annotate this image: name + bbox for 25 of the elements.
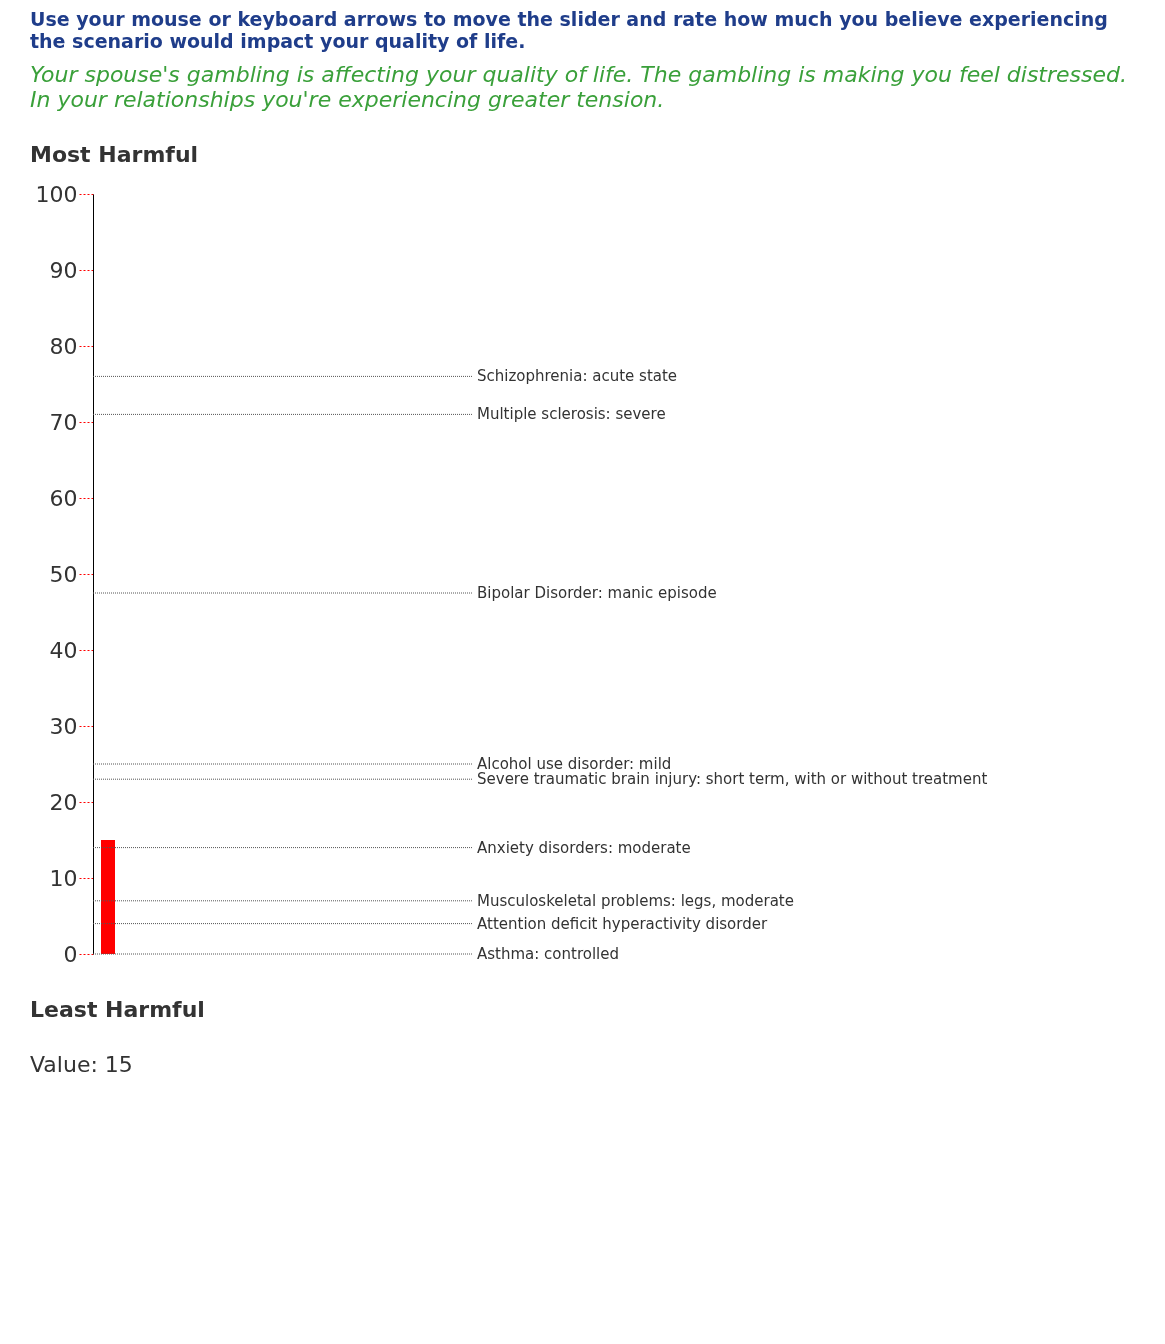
y-tick-label: 30 (49, 713, 78, 739)
y-tick-label: 60 (49, 485, 78, 511)
ref-line-label: Alcohol use disorder: mild (477, 755, 672, 773)
text: Least Harmful (30, 997, 206, 1022)
ref-line-label: Anxiety disorders: moderate (477, 838, 691, 857)
y-tick-label: 40 (49, 637, 78, 663)
ref-line-label: Multiple sclerosis: severe (477, 405, 666, 424)
y-tick-label: 80 (49, 333, 78, 359)
text: Use your mouse or keyboard arrows to move the slider and rate how much you believe experiencing the scenario would impact your quality of life. (30, 8, 1109, 52)
y-tick-label: 50 (49, 561, 78, 587)
y-tick-label: 100 (35, 181, 78, 207)
ref-line-label: Asthma: controlled (477, 945, 620, 963)
ref-line-label: Severe traumatic brain injury: short term, with or without treatment (477, 770, 988, 789)
y-tick-label: 10 (49, 865, 78, 891)
ref-line-label: Musculoskeletal problems: legs, moderate (477, 891, 794, 910)
ref-line-label: Schizophrenia: acute state (477, 367, 678, 386)
y-tick-label: 20 (49, 789, 78, 815)
text: Value: 15 (30, 1052, 134, 1077)
ref-line-label: Bipolar Disorder: manic episode (477, 584, 717, 602)
y-tick-label: 0 (63, 941, 78, 967)
y-tick-label: 70 (49, 409, 78, 435)
y-tick-label: 90 (49, 257, 78, 283)
text: Most Harmful (30, 142, 200, 167)
ref-line-label: Attention deficit hyperactivity disorder (477, 914, 768, 933)
text: Your spouse's gambling is affecting your quality of life. The gambling is making you feel distressed. In your relationships you're experiencing greater tension. (30, 62, 1128, 112)
